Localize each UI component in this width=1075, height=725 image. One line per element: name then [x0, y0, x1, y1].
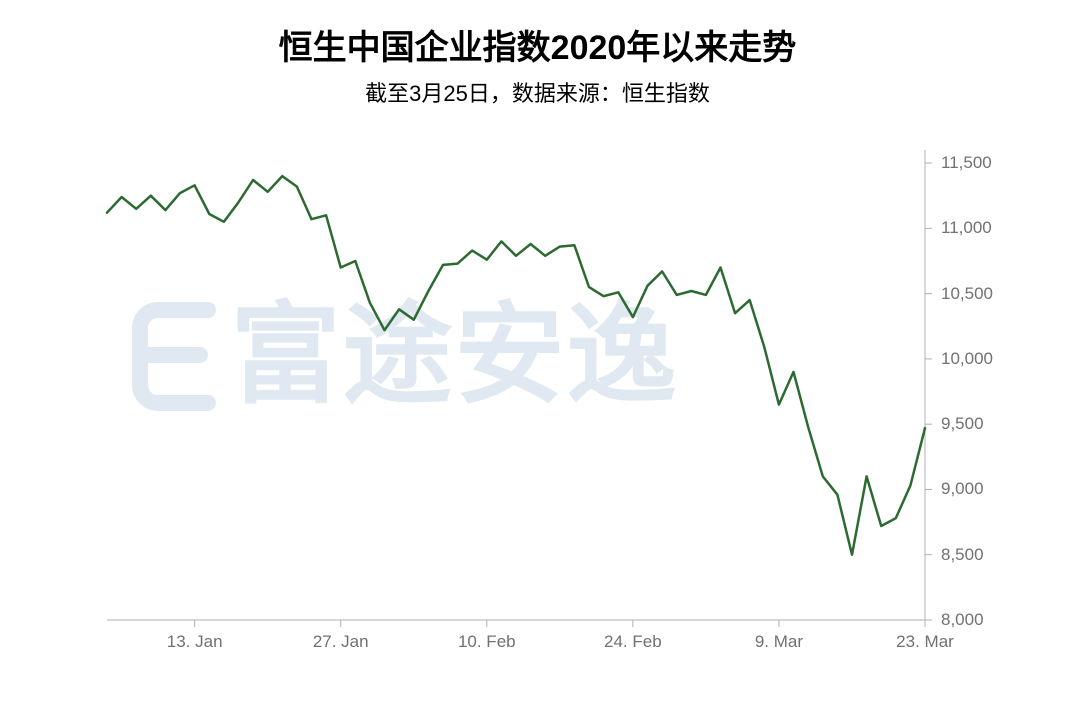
- y-tick-label: 8,000: [941, 610, 984, 630]
- chart-subtitle: 截至3月25日，数据来源：恒生指数: [0, 76, 1075, 108]
- x-tick-label: 24. Feb: [604, 632, 662, 652]
- y-tick-label: 11,500: [941, 153, 992, 173]
- chart-container: 富途安逸 13. Jan27. Jan10. Feb24. Feb9. Mar2…: [0, 120, 1075, 710]
- y-tick-label: 10,000: [941, 349, 993, 369]
- x-tick-label: 27. Jan: [313, 632, 369, 652]
- chart-title: 恒生中国企业指数2020年以来走势: [0, 20, 1075, 69]
- x-tick-label: 23. Mar: [896, 632, 954, 652]
- y-tick-label: 9,500: [941, 414, 984, 434]
- price-line: [107, 176, 925, 555]
- y-tick-label: 10,500: [941, 284, 993, 304]
- y-tick-label: 8,500: [941, 545, 984, 565]
- x-tick-label: 13. Jan: [167, 632, 223, 652]
- y-tick-label: 11,000: [941, 218, 992, 238]
- x-tick-label: 9. Mar: [755, 632, 803, 652]
- y-tick-label: 9,000: [941, 479, 984, 499]
- line-chart-svg: [0, 120, 1075, 710]
- chart-page: 恒生中国企业指数2020年以来走势 截至3月25日，数据来源：恒生指数 富途安逸…: [0, 0, 1075, 725]
- x-tick-label: 10. Feb: [458, 632, 516, 652]
